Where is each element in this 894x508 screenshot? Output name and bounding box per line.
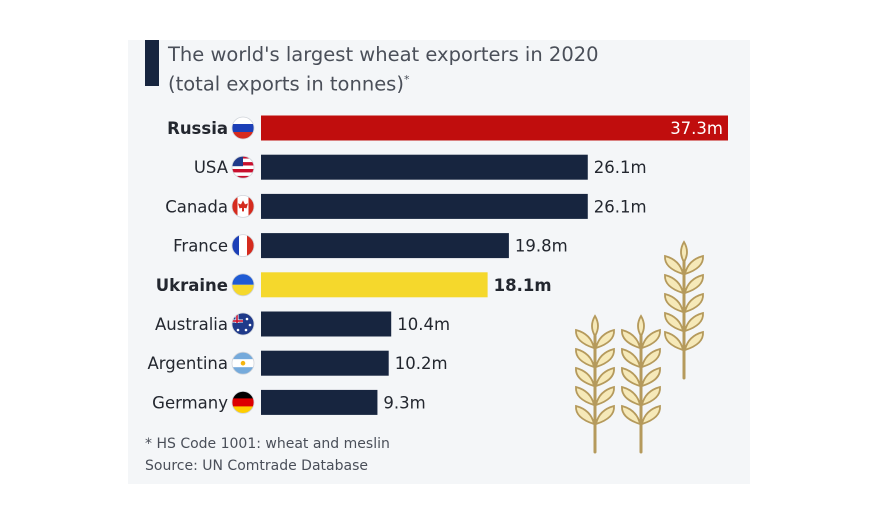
value-label-canada: 26.1m <box>594 197 647 216</box>
value-label-argentina: 10.2m <box>395 354 448 373</box>
value-label-russia: 37.3m <box>670 119 723 138</box>
ukraine-flag-icon <box>231 273 255 297</box>
category-label-canada: Canada <box>165 197 228 216</box>
chart-title: The world's largest wheat exporters in 2… <box>168 43 599 66</box>
category-label-usa: USA <box>194 158 229 177</box>
value-label-germany: 9.3m <box>383 393 425 412</box>
bar-france <box>261 233 509 259</box>
argentina-flag-icon <box>231 351 255 375</box>
bars-layer: Russia 37.3m USA 26.1m Canada 26.1m France 19.8… <box>148 115 728 415</box>
title-accent-bar <box>145 40 159 86</box>
value-label-ukraine: 18.1m <box>494 276 552 295</box>
value-label-australia: 10.4m <box>397 315 450 334</box>
chart-subtitle: (total exports in tonnes) <box>168 72 404 96</box>
chart-card <box>128 40 750 484</box>
subtitle-footnote-mark: * <box>403 73 410 86</box>
bar-ukraine <box>261 272 488 298</box>
category-label-australia: Australia <box>155 315 228 334</box>
bar-australia <box>261 311 392 337</box>
bar-usa <box>261 154 588 180</box>
australia-flag-icon <box>231 312 255 336</box>
source-note: Source: UN Comtrade Database <box>145 458 368 474</box>
chart-subtitle-line: (total exports in tonnes)* <box>168 67 599 97</box>
category-label-ukraine: Ukraine <box>156 276 228 295</box>
chart-title-block: The world's largest wheat exporters in 2… <box>168 42 599 97</box>
wheat-stalks-icon <box>575 240 704 454</box>
value-label-usa: 26.1m <box>594 158 647 177</box>
russia-flag-icon <box>231 116 255 140</box>
germany-flag-icon <box>231 390 255 414</box>
bar-canada <box>261 193 588 219</box>
footnote: * HS Code 1001: wheat and meslin <box>145 436 390 452</box>
france-flag-icon <box>231 234 255 258</box>
bar-germany <box>261 389 378 415</box>
bar-russia <box>261 115 728 141</box>
category-label-germany: Germany <box>152 393 228 412</box>
canada-flag-icon <box>231 194 255 218</box>
category-label-france: France <box>173 237 228 256</box>
category-label-argentina: Argentina <box>148 354 229 373</box>
usa-flag-icon <box>231 155 255 179</box>
value-label-france: 19.8m <box>515 237 568 256</box>
bar-argentina <box>261 350 389 376</box>
category-label-russia: Russia <box>167 119 228 138</box>
